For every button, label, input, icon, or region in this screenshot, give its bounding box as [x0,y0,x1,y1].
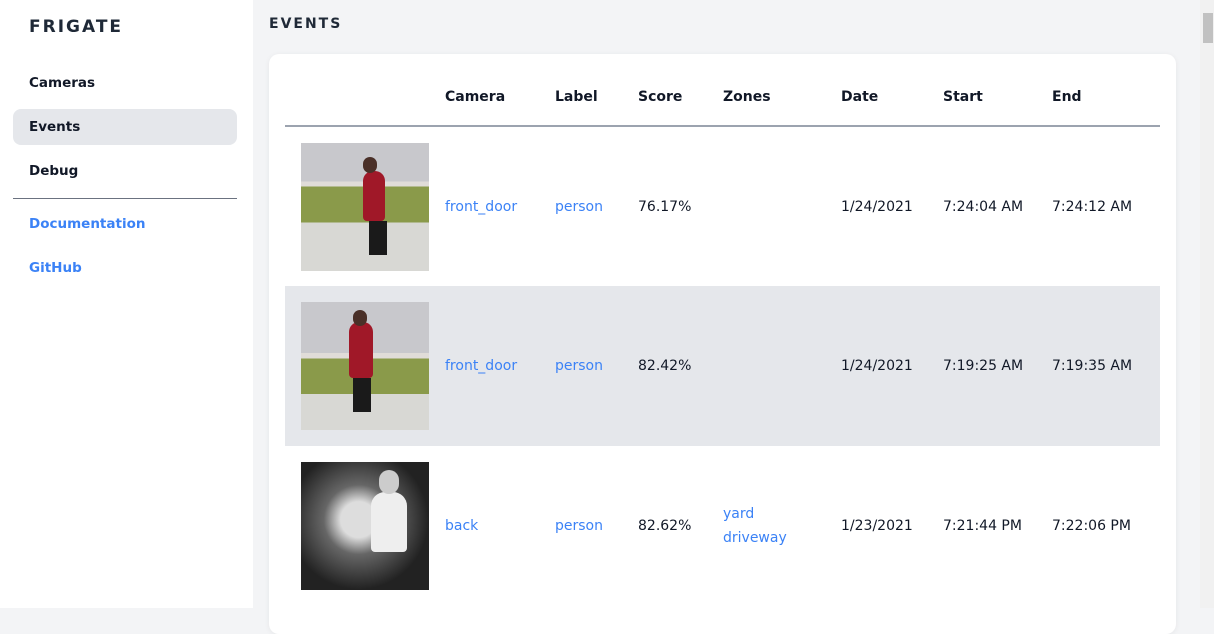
end-cell: 7:24:12 AM [1052,198,1133,215]
events-table: Camera Label Score Zones Date Start End … [285,54,1160,606]
sidebar-item-debug[interactable]: Debug [29,163,79,179]
sidebar-divider [13,198,237,199]
table-row[interactable]: front_door person 82.42% 1/24/2021 7:19:… [285,286,1160,446]
event-thumbnail[interactable] [301,142,429,271]
label-link[interactable]: person [555,198,603,215]
header-date: Date [841,54,943,127]
table-row[interactable]: back person 82.62% yard driveway 1/23/202… [285,446,1160,606]
header-score: Score [638,54,723,127]
header-end: End [1052,54,1160,127]
date-cell: 1/24/2021 [841,198,913,215]
header-label: Label [555,54,638,127]
end-cell: 7:22:06 PM [1052,518,1131,534]
header-camera: Camera [445,54,555,127]
camera-link[interactable]: back [445,518,479,534]
start-cell: 7:19:25 AM [943,286,1052,446]
score-cell: 76.17% [638,198,692,215]
sidebar-item-events[interactable]: Events [13,109,237,145]
table-header-row: Camera Label Score Zones Date Start End [285,54,1160,127]
github-link[interactable]: GitHub [29,260,82,276]
date-cell: 1/24/2021 [841,286,943,446]
header-thumbnail [285,54,445,127]
sidebar: FRIGATE Cameras Events Debug Documentati… [0,0,253,608]
score-cell: 82.62% [638,518,692,534]
scrollbar-thumb[interactable] [1203,13,1213,43]
event-thumbnail[interactable] [301,302,429,430]
zones-cell [723,126,841,286]
documentation-link[interactable]: Documentation [29,216,146,232]
page-title: EVENTS [269,16,343,32]
sidebar-item-cameras[interactable]: Cameras [29,75,96,91]
score-cell: 82.42% [638,286,723,446]
header-start: Start [943,54,1052,127]
camera-link[interactable]: front_door [445,358,518,374]
label-link[interactable]: person [555,358,603,374]
zones-cell [723,286,841,446]
end-cell: 7:19:35 AM [1052,286,1160,446]
zones-cell: yard driveway [723,446,841,606]
label-link[interactable]: person [555,518,603,534]
event-thumbnail[interactable] [301,462,429,590]
scrollbar[interactable] [1200,0,1214,608]
date-cell: 1/23/2021 [841,518,913,534]
table-row[interactable]: front_door person 76.17% 1/24/2021 7:24:… [285,126,1160,286]
events-card: Camera Label Score Zones Date Start End … [269,54,1176,634]
camera-link[interactable]: front_door [445,198,518,215]
app-brand: FRIGATE [29,17,124,37]
start-cell: 7:21:44 PM [943,518,1022,534]
header-zones: Zones [723,54,841,127]
zone-link[interactable]: driveway [723,530,787,546]
start-cell: 7:24:04 AM [943,198,1024,215]
zone-link[interactable]: yard [723,506,755,522]
